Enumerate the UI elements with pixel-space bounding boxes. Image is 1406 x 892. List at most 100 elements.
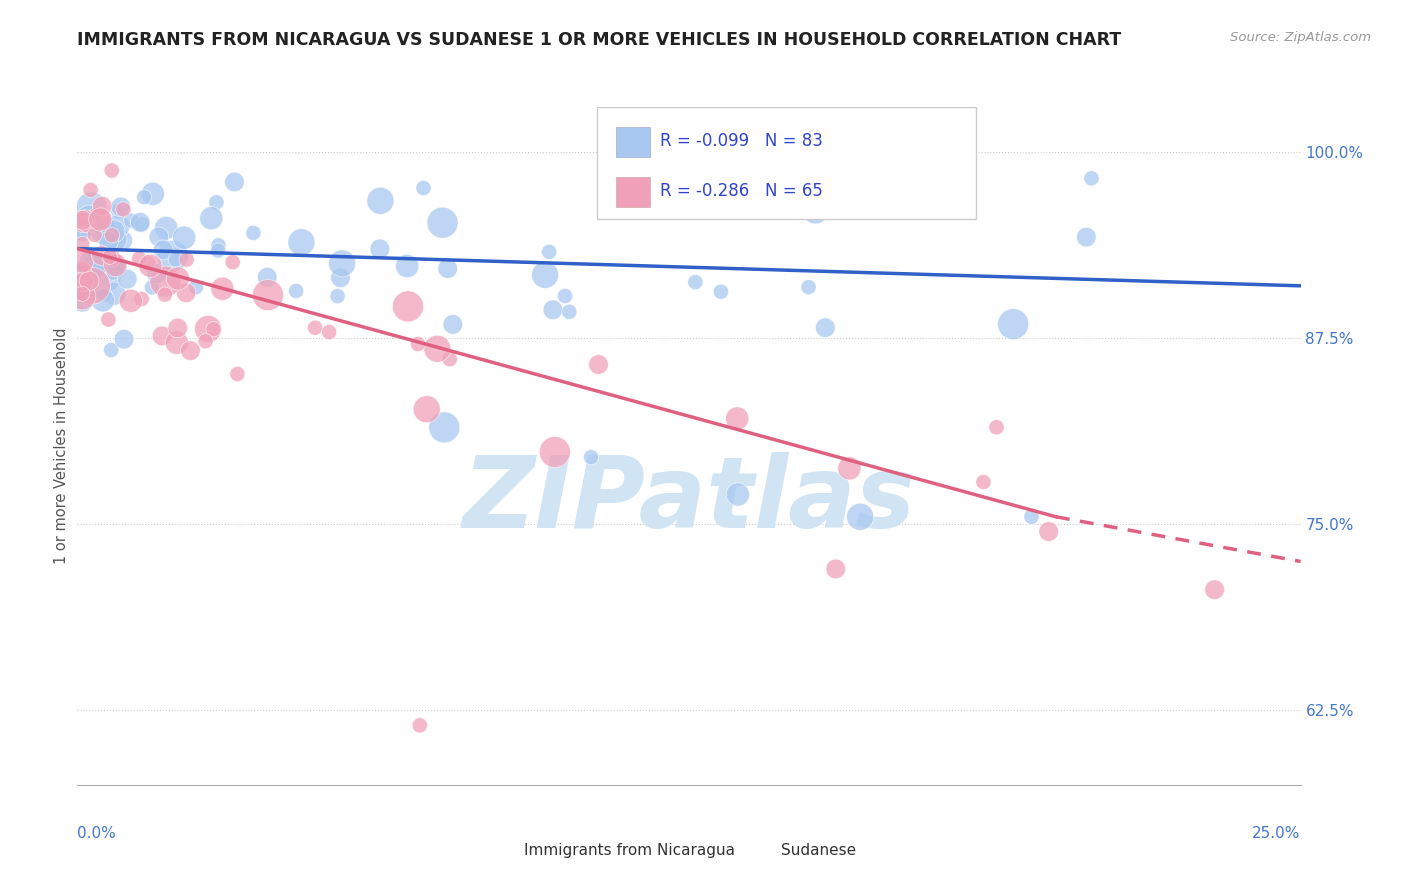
Point — [77, 274, 100, 288]
Point — [167, 271, 190, 285]
Point — [544, 445, 567, 459]
Point — [131, 292, 153, 306]
Point — [75, 267, 97, 281]
Point — [128, 252, 150, 266]
Point — [104, 232, 127, 246]
Point — [105, 260, 128, 274]
Point — [93, 287, 115, 301]
Point — [1038, 524, 1060, 539]
Point — [70, 225, 93, 239]
Point — [972, 475, 994, 489]
Point — [330, 256, 353, 270]
Point — [103, 225, 125, 239]
Point — [115, 272, 138, 286]
Point — [207, 238, 229, 252]
Text: R = -0.286   N = 65: R = -0.286 N = 65 — [659, 182, 823, 200]
Point — [120, 293, 142, 308]
Point — [685, 275, 707, 289]
Point — [107, 204, 129, 219]
Point — [290, 235, 312, 250]
Point — [145, 267, 167, 281]
Point — [176, 252, 198, 267]
Point — [148, 230, 170, 244]
Point — [370, 194, 392, 208]
Text: 25.0%: 25.0% — [1253, 826, 1301, 840]
Point — [70, 219, 93, 234]
Point — [110, 200, 132, 214]
Point — [162, 249, 184, 263]
Point — [194, 334, 217, 349]
Point — [432, 216, 454, 230]
Point — [91, 199, 114, 213]
Point — [82, 283, 104, 297]
Point — [98, 250, 121, 264]
Point — [107, 219, 129, 234]
Point — [838, 461, 860, 475]
Point — [70, 254, 93, 268]
Point — [75, 212, 97, 227]
Point — [94, 269, 117, 284]
Point — [824, 562, 846, 576]
Point — [100, 163, 122, 178]
Point — [155, 221, 177, 235]
Point — [534, 268, 557, 282]
Point — [80, 278, 103, 293]
Text: IMMIGRANTS FROM NICARAGUA VS SUDANESE 1 OR MORE VEHICLES IN HOUSEHOLD CORRELATIO: IMMIGRANTS FROM NICARAGUA VS SUDANESE 1 … — [77, 31, 1122, 49]
Point — [86, 262, 108, 277]
Point — [211, 282, 233, 296]
Point — [70, 260, 93, 275]
Point — [200, 211, 222, 226]
FancyBboxPatch shape — [616, 127, 650, 157]
Point — [129, 215, 152, 229]
Point — [101, 228, 124, 243]
Point — [79, 183, 101, 197]
Point — [179, 343, 201, 358]
Point — [329, 270, 352, 285]
Point — [70, 286, 93, 301]
Point — [90, 248, 112, 262]
Point — [93, 225, 115, 239]
Point — [166, 335, 188, 350]
Point — [112, 202, 135, 217]
Point — [256, 270, 278, 285]
Point — [153, 287, 176, 301]
Point — [120, 213, 142, 227]
Point — [101, 252, 124, 267]
Point — [221, 255, 243, 269]
Point — [72, 218, 94, 232]
Point — [70, 217, 93, 231]
Point — [1021, 509, 1043, 524]
Point — [112, 332, 135, 346]
Point — [538, 244, 561, 259]
Point — [207, 244, 229, 258]
Point — [579, 450, 602, 465]
Point — [396, 300, 419, 314]
Point — [1080, 171, 1102, 186]
Point — [84, 256, 107, 270]
Point — [588, 358, 610, 372]
Point — [100, 343, 122, 357]
Point — [173, 230, 195, 244]
Point — [87, 211, 110, 225]
Point — [725, 411, 748, 425]
Point — [304, 320, 326, 334]
Point — [710, 285, 733, 299]
Point — [80, 255, 103, 269]
Point — [441, 318, 464, 332]
Point — [1076, 230, 1098, 244]
Point — [326, 289, 349, 303]
Point — [93, 224, 115, 238]
Point — [436, 261, 458, 276]
Text: Immigrants from Nicaragua: Immigrants from Nicaragua — [524, 843, 735, 858]
Point — [849, 509, 872, 524]
Point — [205, 195, 228, 210]
Point — [285, 284, 308, 298]
Point — [541, 302, 564, 317]
Point — [155, 275, 177, 289]
Point — [804, 203, 827, 218]
Point — [97, 312, 120, 326]
Point — [70, 212, 93, 227]
Point — [70, 293, 93, 308]
FancyBboxPatch shape — [616, 178, 650, 207]
Point — [70, 265, 93, 279]
